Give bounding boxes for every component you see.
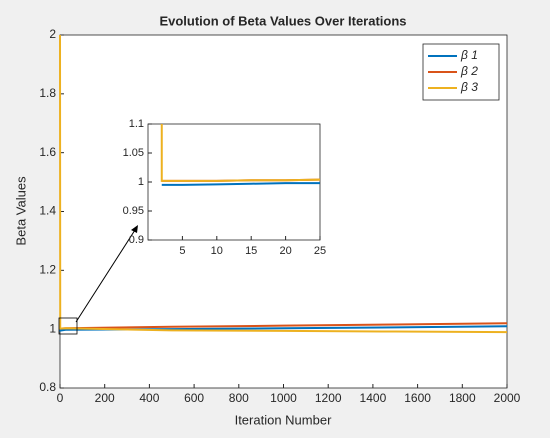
series-line (59, 325, 508, 332)
y-tick-label: 1.8 (39, 86, 56, 100)
legend-label: β 2 (460, 64, 478, 78)
y-tick-label: 1.4 (39, 204, 56, 218)
x-tick-label: 5 (179, 245, 185, 257)
y-tick-label: 1.6 (39, 145, 56, 159)
x-tick-label: 20 (279, 245, 291, 257)
x-tick-label: 200 (95, 391, 115, 405)
legend: β 1 β 2 β 3 (422, 43, 500, 101)
y-tick-label: 1.1 (129, 118, 144, 130)
legend-label: β 1 (460, 48, 478, 62)
x-tick-label: 1000 (270, 391, 297, 405)
arrow-head (131, 225, 138, 233)
y-tick-label: 1 (49, 321, 56, 335)
y-tick-label: 2 (49, 27, 56, 41)
legend-label: β 3 (460, 80, 478, 94)
series-line (160, 124, 321, 182)
x-tick-label: 1800 (449, 391, 476, 405)
main-plot: 0 200 400 600 800 1000 1200 1400 1600 1800 2000 0.8… (39, 27, 520, 405)
x-tick-label: 1200 (315, 391, 342, 405)
y-tick-label: 1.2 (39, 263, 56, 277)
y-tick-label: 0.8 (39, 380, 56, 394)
x-tick-label: 1400 (360, 391, 387, 405)
x-tick-label: 800 (229, 391, 249, 405)
x-tick-label: 10 (211, 245, 223, 257)
y-tick-label: 0.95 (123, 205, 144, 217)
inset-plot: 5 10 15 20 25 0.9 0.95 1 1.05 1.1 (123, 118, 327, 257)
x-tick-label: 600 (184, 391, 204, 405)
x-tick-label: 400 (139, 391, 159, 405)
x-tick-label: 2000 (494, 391, 521, 405)
x-axis-label: Iteration Number (235, 412, 332, 427)
zoom-box (58, 317, 78, 335)
series-line (59, 34, 508, 334)
x-tick-label: 25 (314, 245, 326, 257)
x-tick-label: 15 (245, 245, 257, 257)
inset-axes (147, 123, 321, 241)
chart-title: Evolution of Beta Values Over Iterations (159, 13, 406, 28)
y-tick-label: 0.9 (129, 234, 144, 246)
series-line (161, 182, 320, 186)
x-tick-label: 0 (57, 391, 64, 405)
y-axis-label: Beta Values (13, 176, 28, 246)
y-tick-label: 1.05 (123, 147, 144, 159)
zoom-arrow (75, 229, 136, 323)
y-tick-label: 1 (138, 176, 144, 188)
x-tick-label: 1600 (404, 391, 431, 405)
